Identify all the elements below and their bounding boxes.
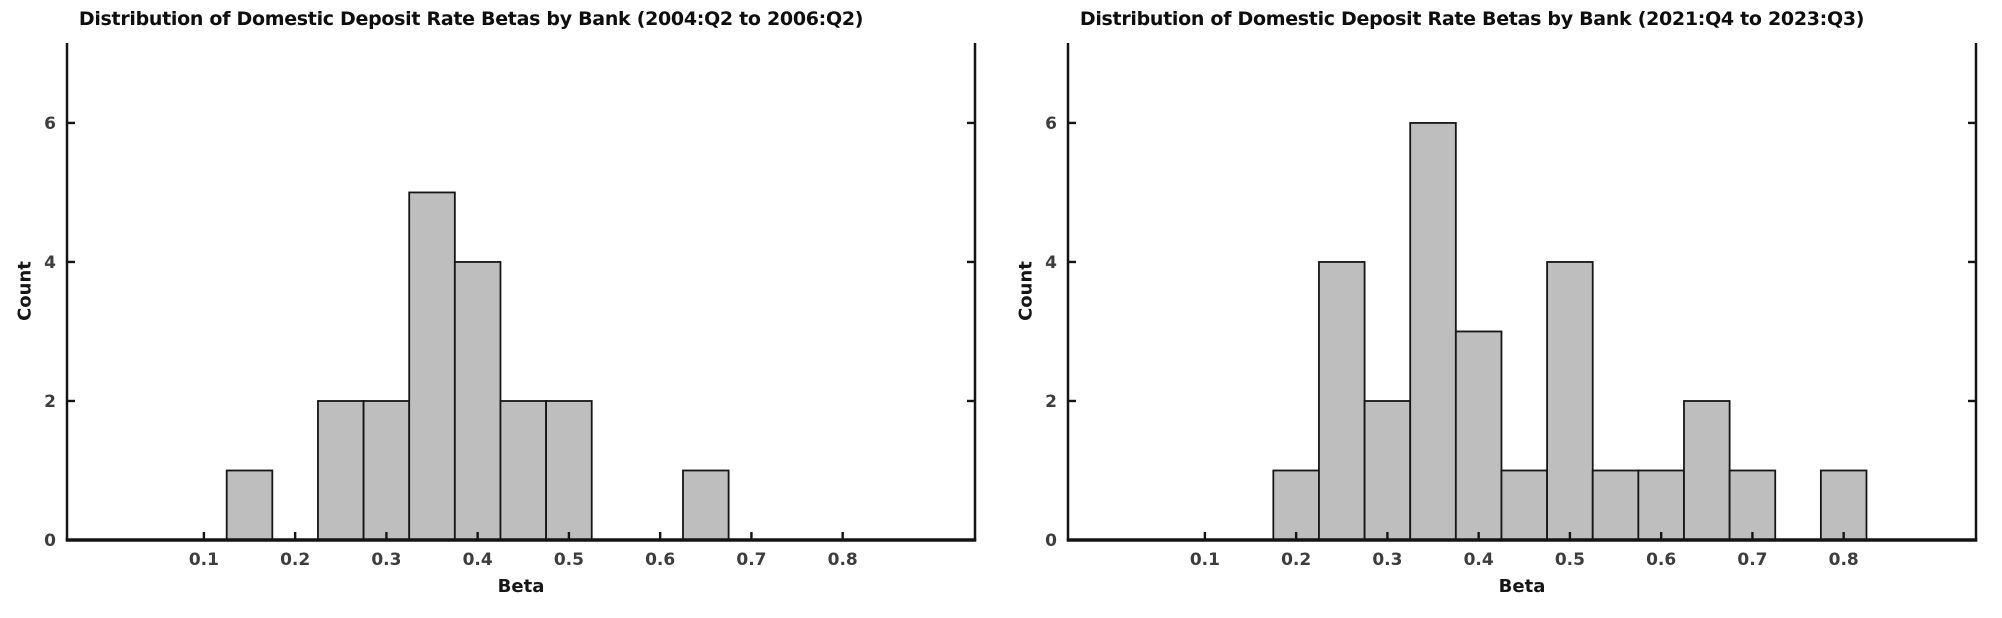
histogram-bar — [1454, 330, 1503, 541]
chart-title: Distribution of Domestic Deposit Rate Be… — [78, 8, 864, 30]
x-tick-label: 0.6 — [1646, 550, 1676, 570]
histogram-bar — [1683, 400, 1731, 541]
x-tick-label: 0.8 — [828, 550, 858, 570]
histogram-bar — [317, 400, 365, 541]
x-tick-label: 0.2 — [280, 550, 310, 570]
y-tick-label: 4 — [1045, 253, 1057, 273]
chart-title: Distribution of Domestic Deposit Rate Be… — [1079, 8, 1865, 30]
y-tick-label: 0 — [1045, 531, 1057, 551]
x-tick-label: 0.4 — [463, 550, 493, 570]
x-tick-label: 0.5 — [554, 550, 584, 570]
x-axis-label: Beta — [1498, 576, 1546, 597]
histogram-bar — [408, 191, 456, 541]
histogram-bar — [1591, 469, 1640, 541]
histogram-bar — [1409, 122, 1457, 541]
x-tick-label: 0.1 — [1190, 550, 1220, 570]
histogram-bar — [1819, 469, 1868, 541]
histogram-bar — [1318, 261, 1366, 541]
histogram-plot-2004-2006: 0 2 4 6 0.1 0.2 0.3 0.4 0.5 0.6 0.7 0.8 — [44, 43, 977, 570]
x-tick-label: 0.8 — [1829, 550, 1859, 570]
histogram-bar — [1546, 261, 1594, 541]
histogram-bar — [1500, 469, 1548, 541]
histogram-bar — [1728, 469, 1777, 541]
histogram-bar — [499, 400, 547, 541]
histogram-plot-2021-2023: 0 2 4 6 0.1 0.2 0.3 0.4 0.5 0.6 0.7 0.8 — [1045, 43, 1978, 570]
y-axis-label: Count — [1015, 261, 1037, 321]
x-tick-label: 0.3 — [1372, 550, 1402, 570]
right-histogram-panel: Distribution of Domestic Deposit Rate Be… — [1001, 0, 2002, 618]
x-tick-label: 0.2 — [1281, 550, 1311, 570]
y-tick-label: 6 — [1045, 114, 1057, 134]
histogram-bar — [1363, 400, 1412, 541]
x-tick-label: 0.4 — [1464, 550, 1494, 570]
histogram-bar — [453, 261, 502, 541]
x-tick-label: 0.7 — [736, 550, 766, 570]
histogram-bar — [1637, 469, 1685, 541]
histogram-bar — [682, 469, 730, 541]
y-axis-label: Count — [14, 261, 36, 321]
x-tick-label: 0.5 — [1555, 550, 1585, 570]
histogram-bar — [362, 400, 411, 541]
x-tick-label: 0.1 — [189, 550, 219, 570]
x-tick-label: 0.7 — [1737, 550, 1767, 570]
y-tick-label: 2 — [1045, 392, 1057, 412]
left-histogram-panel: Distribution of Domestic Deposit Rate Be… — [14, 8, 977, 597]
y-tick-label: 6 — [44, 114, 56, 134]
histogram-bar — [225, 469, 274, 541]
y-tick-label: 0 — [44, 531, 56, 551]
histogram-bar — [1272, 469, 1320, 541]
x-tick-label: 0.3 — [371, 550, 401, 570]
x-tick-label: 0.6 — [645, 550, 675, 570]
y-tick-label: 4 — [44, 253, 56, 273]
y-tick-label: 2 — [44, 392, 56, 412]
x-axis-label: Beta — [497, 576, 545, 597]
histogram-bar — [545, 400, 593, 541]
